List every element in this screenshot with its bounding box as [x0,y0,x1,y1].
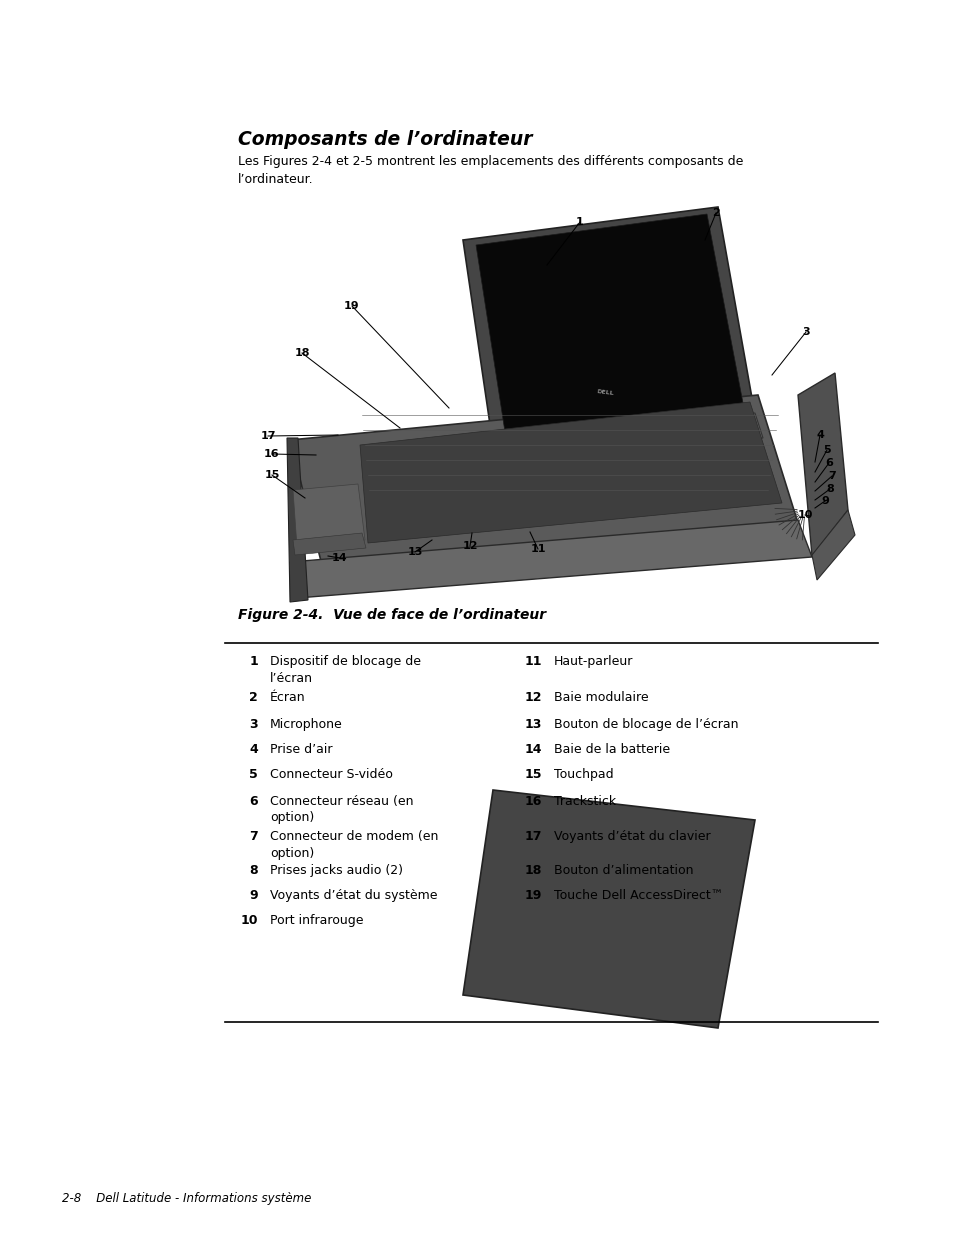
Text: Bouton de blocage de l’écran: Bouton de blocage de l’écran [554,718,738,731]
Text: 19: 19 [344,301,359,311]
Text: 4: 4 [249,743,257,756]
Polygon shape [462,207,754,445]
Text: 10: 10 [240,914,257,927]
Text: 12: 12 [524,692,541,704]
Text: 5: 5 [822,445,830,454]
Text: Les Figures 2-4 et 2-5 montrent les emplacements des différents composants de
l’: Les Figures 2-4 et 2-5 montrent les empl… [237,156,742,186]
Text: Prises jacks audio (2): Prises jacks audio (2) [270,864,402,877]
Text: 18: 18 [524,864,541,877]
Text: 14: 14 [332,553,348,563]
Text: 13: 13 [524,718,541,731]
Polygon shape [797,373,847,556]
Text: Composants de l’ordinateur: Composants de l’ordinateur [237,130,532,149]
Text: 8: 8 [825,484,833,494]
Text: Voyants d’état du clavier: Voyants d’état du clavier [554,830,710,844]
Text: 3: 3 [801,327,809,337]
Text: 6: 6 [249,795,257,808]
Text: 16: 16 [264,450,279,459]
Polygon shape [476,214,742,432]
Text: 11: 11 [530,543,545,555]
Text: 18: 18 [294,348,310,358]
Text: Haut-parleur: Haut-parleur [554,655,633,668]
Polygon shape [290,520,811,598]
Text: Dispositif de blocage de
l’écran: Dispositif de blocage de l’écran [270,655,420,684]
Text: 9: 9 [249,889,257,902]
Text: Baie de la batterie: Baie de la batterie [554,743,669,756]
Polygon shape [811,510,854,580]
Text: Touche Dell AccessDirect™: Touche Dell AccessDirect™ [554,889,722,902]
Text: Port infrarouge: Port infrarouge [270,914,363,927]
Text: 11: 11 [524,655,541,668]
Text: 13: 13 [407,547,422,557]
Text: 2: 2 [249,692,257,704]
Text: 15: 15 [524,768,541,781]
Text: Trackstick: Trackstick [554,795,616,808]
Text: 3: 3 [249,718,257,731]
Text: Voyants d’état du système: Voyants d’état du système [270,889,437,902]
Text: Touchpad: Touchpad [554,768,613,781]
Text: Connecteur de modem (en
option): Connecteur de modem (en option) [270,830,438,860]
Text: DELL: DELL [596,389,614,396]
Text: 1: 1 [576,217,583,227]
Text: Prise d’air: Prise d’air [270,743,333,756]
Polygon shape [462,412,762,468]
Text: 5: 5 [249,768,257,781]
Text: 19: 19 [524,889,541,902]
Text: 15: 15 [264,471,279,480]
Text: Écran: Écran [270,692,305,704]
Text: Figure 2-4.  Vue de face de l’ordinateur: Figure 2-4. Vue de face de l’ordinateur [237,608,545,622]
Text: 2-8    Dell Latitude - Informations système: 2-8 Dell Latitude - Informations système [62,1192,311,1205]
Text: Connecteur réseau (en
option): Connecteur réseau (en option) [270,795,413,825]
Text: 16: 16 [524,795,541,808]
Polygon shape [293,534,366,555]
Text: 8: 8 [249,864,257,877]
Text: 14: 14 [524,743,541,756]
Text: 17: 17 [260,431,275,441]
Text: 2: 2 [711,207,720,219]
Text: 1: 1 [249,655,257,668]
Text: 4: 4 [815,430,823,440]
Text: 7: 7 [249,830,257,844]
Text: 10: 10 [797,510,812,520]
Text: Connecteur S-vidéo: Connecteur S-vidéo [270,768,393,781]
Text: 12: 12 [462,541,477,551]
Polygon shape [293,484,365,547]
Text: 17: 17 [524,830,541,844]
Polygon shape [462,790,754,1028]
Text: Bouton d’alimentation: Bouton d’alimentation [554,864,693,877]
Polygon shape [287,438,308,601]
Text: Baie modulaire: Baie modulaire [554,692,648,704]
Polygon shape [359,403,781,543]
Text: 6: 6 [824,458,832,468]
Text: 7: 7 [827,471,835,480]
Polygon shape [290,395,797,564]
Text: 9: 9 [821,496,828,506]
Text: Microphone: Microphone [270,718,342,731]
